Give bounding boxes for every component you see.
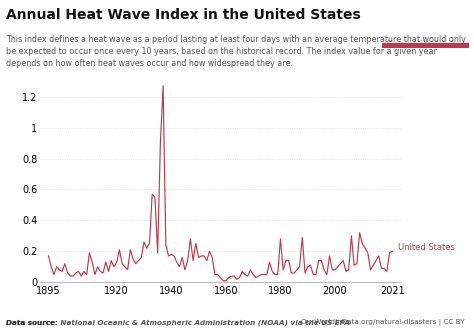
Text: Data source: National Oceanic & Atmospheric Administration (NOAA) via the US EPA: Data source: National Oceanic & Atmosphe… [6, 319, 350, 326]
Text: Annual Heat Wave Index in the United States: Annual Heat Wave Index in the United Sta… [6, 8, 360, 22]
Bar [382, 43, 469, 48]
Text: Our World: Our World [401, 11, 450, 20]
Text: OurWorldInData.org/natural-disasters | CC BY: OurWorldInData.org/natural-disasters | C… [301, 319, 465, 326]
Text: in Data: in Data [408, 25, 443, 34]
Text: This index defines a heat wave as a period lasting at least four days with an av: This index defines a heat wave as a peri… [6, 35, 465, 68]
Text: United States: United States [398, 243, 455, 252]
Text: Data source:: Data source: [6, 320, 57, 326]
